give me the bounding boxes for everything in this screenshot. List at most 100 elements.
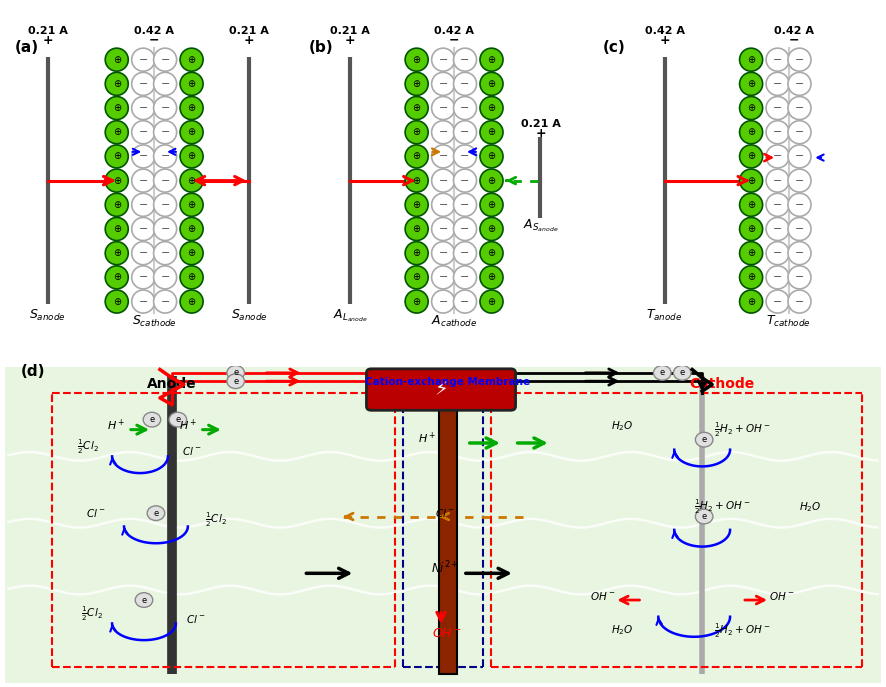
Circle shape	[740, 266, 763, 289]
Circle shape	[136, 593, 152, 607]
Circle shape	[180, 48, 203, 71]
Text: ⊕: ⊕	[188, 248, 196, 258]
Text: ⊕: ⊕	[747, 297, 755, 306]
Circle shape	[180, 145, 203, 168]
Circle shape	[132, 97, 155, 120]
Circle shape	[405, 266, 428, 289]
Text: (a): (a)	[14, 41, 39, 56]
Text: −: −	[439, 224, 447, 234]
Circle shape	[766, 193, 789, 216]
Text: −: −	[461, 224, 470, 234]
Circle shape	[766, 121, 789, 144]
Text: ⊕: ⊕	[747, 103, 755, 113]
Text: −: −	[160, 272, 170, 282]
Circle shape	[105, 218, 128, 240]
Text: Cation-exchange Membrane: Cation-exchange Membrane	[365, 376, 531, 387]
Circle shape	[480, 48, 503, 71]
Circle shape	[180, 266, 203, 289]
Circle shape	[480, 169, 503, 192]
Text: e: e	[175, 415, 181, 424]
Circle shape	[180, 242, 203, 264]
Circle shape	[480, 242, 503, 264]
Text: 0.42 A: 0.42 A	[134, 25, 175, 36]
Text: $H^+$: $H^+$	[107, 418, 125, 433]
Text: +: +	[346, 34, 355, 47]
Text: ⊕: ⊕	[487, 224, 495, 234]
Text: ⊕: ⊕	[487, 272, 495, 282]
Circle shape	[740, 97, 763, 120]
Circle shape	[180, 169, 203, 192]
Text: −: −	[773, 248, 782, 258]
Text: $S_{cathode}$: $S_{cathode}$	[132, 313, 176, 328]
Text: ⊕: ⊕	[188, 272, 196, 282]
Text: ⊕: ⊕	[113, 176, 120, 185]
Circle shape	[431, 145, 455, 168]
Text: −: −	[773, 127, 782, 137]
Circle shape	[153, 193, 176, 216]
Text: −: −	[439, 103, 447, 113]
Circle shape	[431, 266, 455, 289]
Text: ⊕: ⊕	[113, 55, 120, 65]
Circle shape	[454, 145, 477, 168]
Text: $A_{L_{anode}}$: $A_{L_{anode}}$	[333, 308, 368, 324]
Text: $H^+$: $H^+$	[418, 431, 436, 446]
Text: −: −	[138, 200, 148, 210]
Circle shape	[740, 169, 763, 192]
Text: $\frac{1}{2}H_2 + OH^-$: $\frac{1}{2}H_2 + OH^-$	[713, 621, 771, 640]
Text: $OH^-$: $OH^-$	[431, 627, 462, 640]
Circle shape	[480, 218, 503, 240]
Circle shape	[153, 266, 176, 289]
Text: ⊕: ⊕	[413, 151, 421, 161]
Circle shape	[696, 432, 713, 447]
Text: 0.42 A: 0.42 A	[774, 25, 814, 36]
Circle shape	[227, 365, 245, 380]
Text: −: −	[795, 103, 804, 113]
Circle shape	[431, 193, 455, 216]
Text: −: −	[461, 297, 470, 306]
Text: +: +	[535, 127, 546, 140]
Circle shape	[766, 97, 789, 120]
Text: ⊕: ⊕	[747, 176, 755, 185]
Text: −: −	[795, 248, 804, 258]
Text: ⊕: ⊕	[188, 200, 196, 210]
Text: 0.21 A: 0.21 A	[520, 120, 561, 129]
Text: −: −	[439, 200, 447, 210]
Circle shape	[405, 72, 428, 95]
Circle shape	[105, 48, 128, 71]
Circle shape	[480, 97, 503, 120]
Text: $Cl^-$: $Cl^-$	[86, 506, 106, 519]
FancyBboxPatch shape	[367, 369, 516, 410]
Text: ⊕: ⊕	[113, 127, 120, 137]
Circle shape	[431, 242, 455, 264]
Text: $OH^-$: $OH^-$	[769, 590, 795, 602]
Text: −: −	[160, 127, 170, 137]
Text: −: −	[160, 151, 170, 161]
Text: ⊕: ⊕	[188, 55, 196, 65]
Circle shape	[766, 72, 789, 95]
Circle shape	[431, 218, 455, 240]
Text: −: −	[439, 176, 447, 185]
Circle shape	[132, 266, 155, 289]
Circle shape	[454, 121, 477, 144]
Circle shape	[153, 145, 176, 168]
Text: −: −	[795, 272, 804, 282]
Circle shape	[180, 290, 203, 313]
Text: ⚡: ⚡	[434, 380, 448, 399]
Text: −: −	[795, 200, 804, 210]
Text: −: −	[773, 151, 782, 161]
Text: ⊕: ⊕	[113, 297, 120, 306]
Text: ⊕: ⊕	[188, 176, 196, 185]
Text: −: −	[138, 103, 148, 113]
Text: −: −	[795, 224, 804, 234]
Text: −: −	[138, 127, 148, 137]
Text: −: −	[138, 224, 148, 234]
Circle shape	[788, 169, 811, 192]
Text: $H^+$: $H^+$	[179, 418, 197, 433]
Circle shape	[405, 218, 428, 240]
Text: e: e	[150, 415, 154, 424]
Circle shape	[132, 48, 155, 71]
Text: −: −	[773, 79, 782, 89]
Circle shape	[788, 121, 811, 144]
Text: −: −	[461, 200, 470, 210]
Circle shape	[480, 121, 503, 144]
